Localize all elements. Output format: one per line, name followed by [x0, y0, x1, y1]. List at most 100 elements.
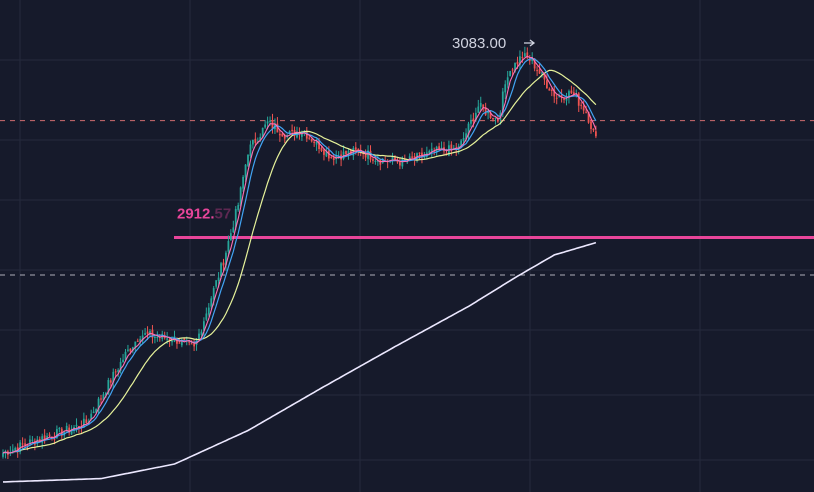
candle-body: [332, 157, 335, 161]
candle-body: [416, 153, 418, 158]
candle-body: [394, 156, 396, 161]
candle-body: [203, 321, 205, 331]
candle-body: [376, 160, 379, 162]
candle-body: [553, 89, 556, 97]
peak-price-label: 3083.00: [452, 35, 506, 52]
candle-body: [413, 156, 416, 160]
candle: [85, 415, 88, 424]
candle-body: [357, 149, 360, 151]
candle-body: [129, 348, 132, 352]
candle-body: [531, 58, 534, 61]
candle: [479, 96, 482, 112]
ma-slow-line: [2, 69, 597, 454]
candle-body: [367, 150, 369, 159]
candle-body: [26, 444, 29, 446]
candle-body: [418, 152, 421, 154]
candle: [276, 117, 279, 133]
candle: [590, 117, 592, 134]
candle-body: [511, 69, 514, 71]
candle-body: [276, 123, 279, 133]
candle: [43, 429, 46, 444]
candle-body: [114, 371, 117, 373]
candle-body: [190, 343, 193, 345]
candle-body: [291, 129, 293, 131]
candle: [144, 328, 146, 336]
candle-body: [24, 443, 26, 446]
candle: [438, 142, 440, 152]
candle-body: [122, 359, 124, 363]
candle-body: [68, 427, 71, 433]
candle: [68, 424, 71, 436]
candle: [205, 307, 208, 322]
candle-body: [36, 439, 39, 444]
candle-body: [85, 419, 88, 424]
candle-body: [430, 148, 433, 151]
candle-body: [308, 137, 311, 139]
candle-body: [146, 331, 149, 334]
candle-body: [119, 361, 122, 371]
candle-body: [288, 131, 291, 134]
candle-body: [82, 418, 85, 428]
candle-body: [568, 91, 570, 99]
candle-body: [587, 111, 590, 123]
candle-body: [570, 90, 573, 94]
candle-body: [445, 152, 448, 155]
candle-body: [166, 338, 169, 340]
candle-body: [408, 156, 411, 160]
candle-body: [403, 158, 406, 161]
candle: [538, 63, 541, 74]
candle-body: [487, 111, 489, 114]
candle-body: [237, 205, 240, 211]
support-price-label-main: 2912.: [177, 206, 215, 223]
candle-body: [516, 61, 519, 65]
candle-body: [41, 436, 44, 443]
candle: [2, 449, 4, 459]
candle-body: [2, 452, 4, 457]
annotations: 3083.00 2912.57: [177, 35, 536, 223]
candle-body: [479, 102, 482, 107]
candle-body: [14, 448, 17, 451]
candle-body: [504, 84, 507, 93]
candle: [546, 73, 548, 90]
candle-body: [171, 341, 173, 343]
candle: [511, 67, 514, 76]
candle-body: [514, 62, 516, 72]
candle: [484, 102, 487, 117]
candle-body: [259, 136, 262, 141]
candle: [210, 296, 213, 310]
candle: [553, 85, 556, 103]
candle-body: [117, 369, 120, 372]
candle: [278, 129, 281, 142]
candle-body: [60, 428, 63, 436]
candle: [198, 328, 200, 340]
candle-body: [11, 449, 14, 452]
candle-body: [266, 121, 269, 124]
candle: [565, 92, 568, 106]
candle: [533, 58, 536, 72]
candle-body: [421, 152, 423, 158]
candle: [36, 435, 39, 448]
ma-fast-line: [2, 55, 597, 454]
candle-body: [21, 443, 24, 445]
candle-body: [283, 135, 286, 139]
candle-body: [320, 147, 323, 151]
candle: [595, 125, 597, 139]
candle: [330, 155, 333, 159]
candle-body: [494, 117, 497, 119]
candle: [29, 435, 31, 447]
candle: [207, 303, 210, 317]
candle-body: [396, 160, 399, 163]
candle: [519, 50, 521, 70]
candle: [114, 368, 117, 377]
candle-body: [460, 140, 463, 147]
candle-body: [590, 121, 592, 129]
candle-body: [364, 154, 367, 158]
candle-body: [465, 133, 467, 140]
candle-body: [538, 69, 541, 74]
candle-body: [318, 140, 320, 150]
candle-body: [497, 119, 499, 122]
ma-mid-line: [2, 57, 597, 454]
candle-body: [134, 341, 137, 348]
